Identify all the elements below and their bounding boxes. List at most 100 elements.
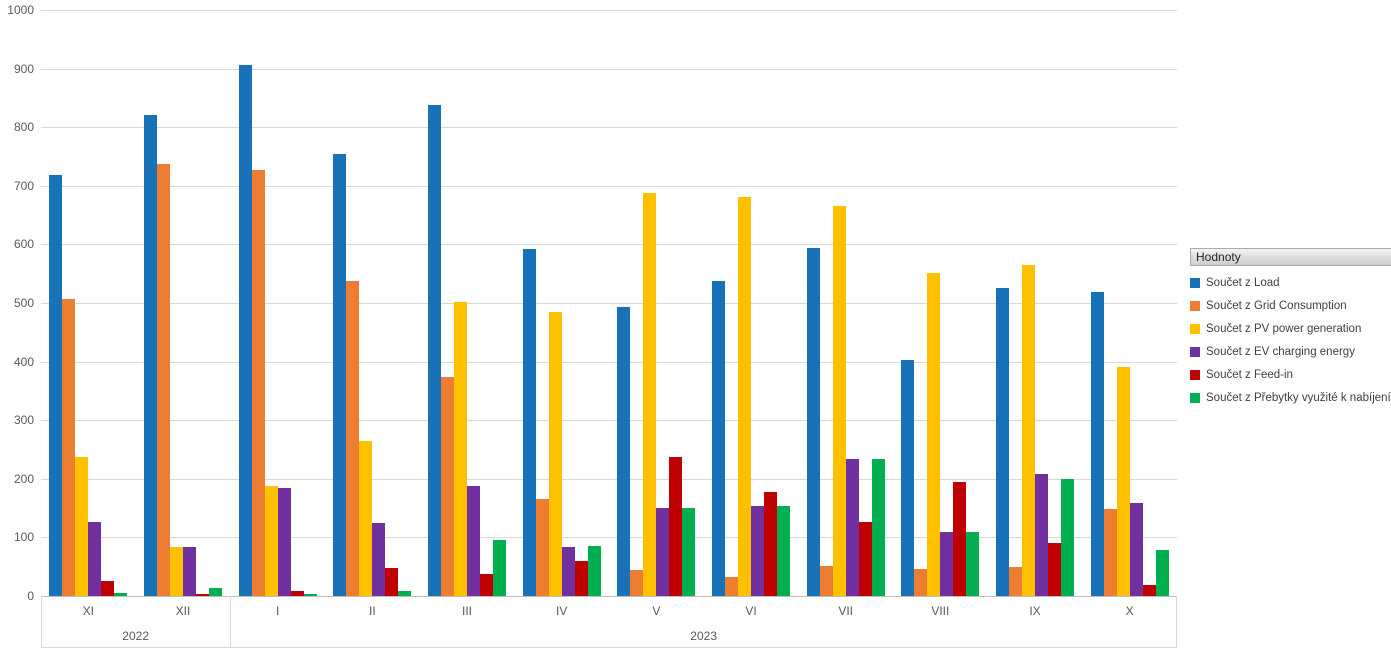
bar-feed-in-XI[interactable] <box>101 580 115 596</box>
legend-item-label: Součet z EV charging energy <box>1206 345 1355 358</box>
legend-item-load[interactable]: Součet z Load <box>1190 275 1391 290</box>
legend: Hodnoty Součet z Load Součet z Grid Consu… <box>1190 248 1391 413</box>
gridline-y-400 <box>41 361 1177 363</box>
bar-ev-charging-energy-II[interactable] <box>372 523 386 596</box>
gridline-y-800 <box>41 127 1177 129</box>
bar-grid-consumption-X[interactable] <box>1103 509 1117 596</box>
bar-feed-in-XII[interactable] <box>195 594 209 596</box>
ytick-label-0: 0 <box>27 589 34 603</box>
bar-p-ebytky-vyu-it-k-nab-jen--IX[interactable] <box>1060 479 1074 596</box>
bar-group-XII <box>136 115 231 596</box>
bar-p-ebytky-vyu-it-k-nab-jen--V[interactable] <box>682 508 696 596</box>
bar-feed-in-V[interactable] <box>669 456 683 596</box>
gridline-y-300 <box>41 420 1177 422</box>
bar-grid-consumption-XI[interactable] <box>62 298 76 596</box>
bar-feed-in-VIII[interactable] <box>953 482 967 596</box>
xtick-label-VII: VII <box>838 604 853 618</box>
bar-ev-charging-energy-I[interactable] <box>277 488 291 596</box>
gridline-y-100 <box>41 537 1177 539</box>
bar-pv-power-generation-I[interactable] <box>264 485 278 596</box>
bar-grid-consumption-VII[interactable] <box>819 566 833 596</box>
bar-pv-power-generation-X[interactable] <box>1116 366 1130 596</box>
legend-item-grid-consumption[interactable]: Součet z Grid Consumption <box>1190 298 1391 313</box>
bar-ev-charging-energy-X[interactable] <box>1129 503 1143 596</box>
bar-p-ebytky-vyu-it-k-nab-jen--III[interactable] <box>492 540 506 596</box>
bar-pv-power-generation-VII[interactable] <box>832 205 846 596</box>
legend-item-label: Součet z Přebytky využité k nabíjení <box>1206 391 1391 404</box>
bar-ev-charging-energy-VI[interactable] <box>750 506 764 596</box>
legend-item-pv-power-generation[interactable]: Součet z PV power generation <box>1190 321 1391 336</box>
bar-load-I[interactable] <box>238 64 252 596</box>
bar-feed-in-IV[interactable] <box>574 560 588 596</box>
bar-load-XII[interactable] <box>143 115 157 596</box>
bar-ev-charging-energy-IX[interactable] <box>1034 473 1048 596</box>
bar-grid-consumption-VI[interactable] <box>724 576 738 596</box>
bar-feed-in-I[interactable] <box>290 591 304 596</box>
bar-grid-consumption-V[interactable] <box>630 570 644 596</box>
bar-load-VII[interactable] <box>806 247 820 596</box>
bar-feed-in-X[interactable] <box>1142 584 1156 596</box>
bar-grid-consumption-IV[interactable] <box>535 499 549 596</box>
bar-pv-power-generation-XII[interactable] <box>169 547 183 596</box>
xtick-label-III: III <box>461 604 473 618</box>
bar-pv-power-generation-II[interactable] <box>359 440 373 596</box>
bar-grid-consumption-IX[interactable] <box>1008 566 1022 596</box>
legend-item-p-ebytky-vyu-it-k-nab-jen-[interactable]: Součet z Přebytky využité k nabíjení <box>1190 390 1391 405</box>
bar-p-ebytky-vyu-it-k-nab-jen--X[interactable] <box>1155 549 1169 596</box>
bar-p-ebytky-vyu-it-k-nab-jen--II[interactable] <box>398 591 412 596</box>
bar-feed-in-II[interactable] <box>385 567 399 596</box>
bar-ev-charging-energy-XI[interactable] <box>88 522 102 596</box>
bar-ev-charging-energy-VIII[interactable] <box>940 531 954 596</box>
bar-pv-power-generation-IX[interactable] <box>1021 264 1035 596</box>
bar-ev-charging-energy-IV[interactable] <box>561 546 575 596</box>
bar-ev-charging-energy-V[interactable] <box>656 508 670 596</box>
bar-p-ebytky-vyu-it-k-nab-jen--XI[interactable] <box>114 593 128 596</box>
bar-group-VIII <box>893 273 988 596</box>
bar-load-VIII[interactable] <box>901 360 915 596</box>
legend-item-feed-in[interactable]: Součet z Feed-in <box>1190 367 1391 382</box>
bar-ev-charging-energy-VII[interactable] <box>845 459 859 596</box>
bar-load-V[interactable] <box>617 307 631 596</box>
bar-load-III[interactable] <box>427 104 441 596</box>
bar-pv-power-generation-III[interactable] <box>453 301 467 596</box>
bar-p-ebytky-vyu-it-k-nab-jen--VI[interactable] <box>776 506 790 596</box>
bar-feed-in-VII[interactable] <box>858 522 872 596</box>
bar-feed-in-IX[interactable] <box>1047 543 1061 596</box>
bar-load-XI[interactable] <box>49 175 63 596</box>
bar-group-XI <box>41 175 136 596</box>
bar-pv-power-generation-IV[interactable] <box>548 311 562 596</box>
bar-grid-consumption-I[interactable] <box>251 169 265 596</box>
bar-pv-power-generation-VIII[interactable] <box>927 273 941 596</box>
bar-group-IV <box>514 249 609 596</box>
bar-p-ebytky-vyu-it-k-nab-jen--IV[interactable] <box>587 545 601 596</box>
bar-ev-charging-energy-III[interactable] <box>466 486 480 596</box>
legend-item-ev-charging-energy[interactable]: Součet z EV charging energy <box>1190 344 1391 359</box>
bar-load-IV[interactable] <box>522 249 536 596</box>
bar-pv-power-generation-XI[interactable] <box>75 457 89 596</box>
bar-grid-consumption-VIII[interactable] <box>914 569 928 596</box>
bar-grid-consumption-XII[interactable] <box>156 164 170 596</box>
bar-ev-charging-energy-XII[interactable] <box>182 547 196 596</box>
ytick-label-600: 600 <box>13 237 34 252</box>
bar-load-X[interactable] <box>1090 292 1104 596</box>
legend-swatch-icon <box>1190 369 1200 380</box>
bar-group-IX <box>988 264 1083 596</box>
bar-p-ebytky-vyu-it-k-nab-jen--I[interactable] <box>303 594 317 596</box>
bar-load-II[interactable] <box>333 153 347 596</box>
bar-feed-in-VI[interactable] <box>763 492 777 596</box>
bar-load-IX[interactable] <box>995 287 1009 596</box>
bar-p-ebytky-vyu-it-k-nab-jen--VIII[interactable] <box>966 531 980 596</box>
legend-item-label: Součet z PV power generation <box>1206 322 1362 335</box>
bar-grid-consumption-II[interactable] <box>346 281 360 596</box>
bar-load-VI[interactable] <box>711 281 725 596</box>
bar-p-ebytky-vyu-it-k-nab-jen--XII[interactable] <box>208 588 222 596</box>
bar-pv-power-generation-VI[interactable] <box>737 196 751 596</box>
legend-header-hodnoty[interactable]: Hodnoty <box>1190 248 1391 266</box>
bar-group-VI <box>704 196 799 596</box>
bar-pv-power-generation-V[interactable] <box>643 193 657 596</box>
bar-grid-consumption-III[interactable] <box>440 377 454 596</box>
bar-p-ebytky-vyu-it-k-nab-jen--VII[interactable] <box>871 459 885 596</box>
bar-feed-in-III[interactable] <box>479 573 493 596</box>
ytick-label-100: 100 <box>13 530 34 545</box>
